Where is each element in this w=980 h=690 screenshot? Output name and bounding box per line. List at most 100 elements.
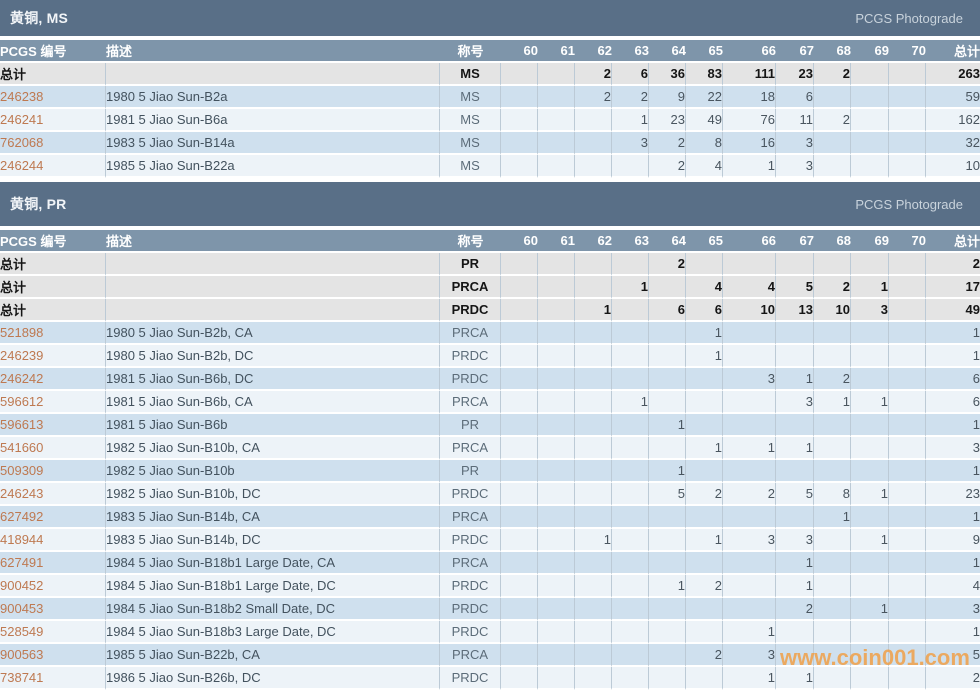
- row-total-count: 17: [926, 276, 980, 299]
- grade-64-count: [649, 276, 686, 299]
- grade-67-count: 1: [776, 575, 814, 598]
- pcgs-number-link[interactable]: 762068: [0, 135, 44, 150]
- coin-description: 1980 5 Jiao Sun-B2a: [106, 86, 440, 109]
- pcgs-number-link[interactable]: 900452: [0, 578, 44, 593]
- pcgs-number-link[interactable]: 418944: [0, 532, 44, 547]
- grade-70-count: [889, 483, 926, 506]
- grade-67-count: [776, 253, 814, 276]
- grade-66-count: 1: [723, 437, 776, 460]
- section-header-bar-ms: 黄铜, MS PCGS Photograde: [0, 0, 980, 36]
- grade-64-count: [649, 322, 686, 345]
- designation-value: PRCA: [440, 552, 501, 575]
- grade-60-count: [501, 299, 538, 322]
- total-row-label: 总计: [0, 253, 106, 276]
- grade-69-count: 1: [851, 391, 889, 414]
- column-header-70: 70: [889, 40, 926, 63]
- table-row: 528549 1984 5 Jiao Sun-B18b3 Large Date, …: [0, 621, 980, 644]
- pcgs-number-cell: 596613: [0, 414, 106, 437]
- pcgs-number-cell: 246244: [0, 155, 106, 178]
- table-row: 900452 1984 5 Jiao Sun-B18b1 Large Date, …: [0, 575, 980, 598]
- grade-64-count: 36: [649, 63, 686, 86]
- grade-62-count: [575, 391, 612, 414]
- grade-69-count: [851, 552, 889, 575]
- column-header-64: 64: [649, 40, 686, 63]
- grade-68-count: [814, 253, 851, 276]
- row-total-count: 1: [926, 414, 980, 437]
- grade-68-count: [814, 460, 851, 483]
- grade-62-count: [575, 460, 612, 483]
- grade-61-count: [538, 598, 575, 621]
- grade-61-count: [538, 437, 575, 460]
- grade-61-count: [538, 460, 575, 483]
- grade-61-count: [538, 276, 575, 299]
- grade-68-count: 1: [814, 391, 851, 414]
- grade-69-count: [851, 460, 889, 483]
- coin-description: 1986 5 Jiao Sun-B26b, DC: [106, 667, 440, 690]
- pcgs-number-cell: 418944: [0, 529, 106, 552]
- grade-63-count: [612, 414, 649, 437]
- pcgs-number-link[interactable]: 541660: [0, 440, 44, 455]
- grade-70-count: [889, 644, 926, 667]
- grade-67-count: 1: [776, 368, 814, 391]
- grade-62-count: [575, 598, 612, 621]
- pcgs-number-link[interactable]: 246243: [0, 486, 44, 501]
- pcgs-number-link[interactable]: 246241: [0, 112, 44, 127]
- total-row: 总计 PRDC 1 6 6 10 13 10 3 49: [0, 299, 980, 322]
- pcgs-number-link[interactable]: 900563: [0, 647, 44, 662]
- pcgs-number-link[interactable]: 900453: [0, 601, 44, 616]
- pcgs-number-link[interactable]: 596612: [0, 394, 44, 409]
- grade-70-count: [889, 598, 926, 621]
- grade-69-count: [851, 621, 889, 644]
- pcgs-number-link[interactable]: 246244: [0, 158, 44, 173]
- coin-description: [106, 63, 440, 86]
- grade-63-count: 1: [612, 276, 649, 299]
- grade-61-count: [538, 86, 575, 109]
- grade-69-count: 1: [851, 483, 889, 506]
- photograde-link[interactable]: PCGS Photograde: [855, 196, 963, 212]
- grade-60-count: [501, 368, 538, 391]
- coin-description: 1984 5 Jiao Sun-B18b2 Small Date, DC: [106, 598, 440, 621]
- designation-value: PRDC: [440, 598, 501, 621]
- pcgs-number-link[interactable]: 246242: [0, 371, 44, 386]
- pcgs-number-link[interactable]: 246239: [0, 348, 44, 363]
- grade-61-count: [538, 552, 575, 575]
- grade-64-count: 9: [649, 86, 686, 109]
- grade-62-count: 2: [575, 63, 612, 86]
- pcgs-number-link[interactable]: 521898: [0, 325, 44, 340]
- pcgs-number-link[interactable]: 596613: [0, 417, 44, 432]
- coin-description: 1983 5 Jiao Sun-B14b, CA: [106, 506, 440, 529]
- grade-64-count: 5: [649, 483, 686, 506]
- coin-description: 1982 5 Jiao Sun-B10b, CA: [106, 437, 440, 460]
- pcgs-number-link[interactable]: 246238: [0, 89, 44, 104]
- grade-61-count: [538, 506, 575, 529]
- column-header-description: 描述: [106, 230, 440, 253]
- grade-68-count: [814, 529, 851, 552]
- grade-68-count: 2: [814, 109, 851, 132]
- grade-67-count: 5: [776, 483, 814, 506]
- pcgs-number-link[interactable]: 509309: [0, 463, 44, 478]
- row-total-count: 1: [926, 322, 980, 345]
- grade-63-count: [612, 345, 649, 368]
- section-brass-ms: 黄铜, MS PCGS Photograde PCGS 编号 描述 称号 60 61 62…: [0, 0, 980, 178]
- total-row: 总计 MS 2 6 36 83 111 23 2 263: [0, 63, 980, 86]
- table-row: 900563 1985 5 Jiao Sun-B22b, CA PRCA 2 3 5: [0, 644, 980, 667]
- row-total-count: 49: [926, 299, 980, 322]
- grade-65-count: [686, 598, 723, 621]
- designation-value: PRCA: [440, 276, 501, 299]
- pcgs-number-link[interactable]: 627492: [0, 509, 44, 524]
- grade-64-count: 1: [649, 414, 686, 437]
- photograde-link[interactable]: PCGS Photograde: [855, 10, 963, 26]
- grade-60-count: [501, 253, 538, 276]
- row-total-count: 162: [926, 109, 980, 132]
- grade-62-count: [575, 109, 612, 132]
- column-header-67: 67: [776, 230, 814, 253]
- grade-63-count: [612, 155, 649, 178]
- grade-70-count: [889, 132, 926, 155]
- grade-60-count: [501, 529, 538, 552]
- pcgs-number-link[interactable]: 627491: [0, 555, 44, 570]
- grade-64-count: [649, 368, 686, 391]
- grade-62-count: [575, 368, 612, 391]
- pcgs-number-link[interactable]: 738741: [0, 670, 44, 685]
- pcgs-number-link[interactable]: 528549: [0, 624, 44, 639]
